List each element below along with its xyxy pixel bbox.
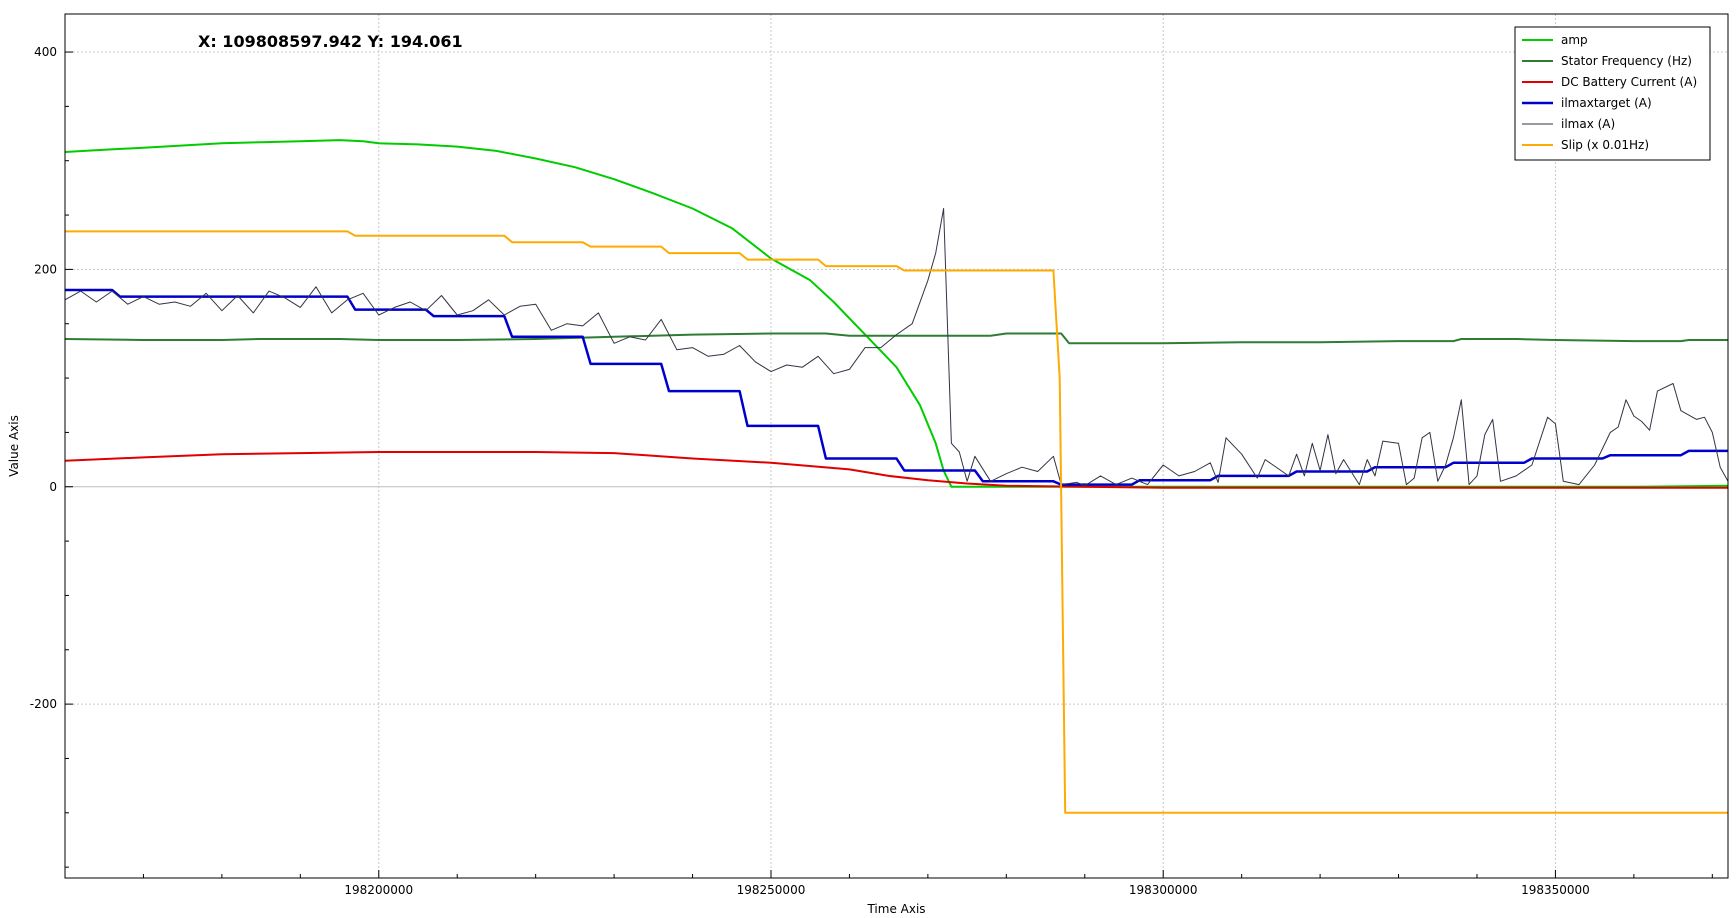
series-line-5	[65, 230, 1728, 814]
y-tick-label: 400	[34, 45, 57, 59]
series-line-2	[64, 451, 1728, 489]
y-axis-title: Value Axis	[7, 415, 21, 477]
grid	[65, 14, 1728, 878]
legend-label: DC Battery Current (A)	[1561, 75, 1697, 89]
legend-box	[1514, 26, 1711, 161]
legend-label: ilmax (A)	[1561, 117, 1615, 131]
series-line-1	[64, 332, 1728, 345]
x-tick-label: 198200000	[344, 883, 413, 897]
x-tick-label: 198300000	[1129, 883, 1198, 897]
x-tick-label: 198250000	[737, 883, 806, 897]
plot-frame	[64, 13, 1729, 879]
legend-label: amp	[1561, 33, 1588, 47]
x-axis-title: Time Axis	[866, 902, 925, 916]
series-lines	[64, 139, 1729, 814]
legend-label: Slip (x 0.01Hz)	[1561, 138, 1649, 152]
axis-ticks: 198200000 198250000 198300000 198350000 -200…	[30, 45, 1713, 897]
series-line-4	[64, 208, 1729, 487]
y-tick-label: 200	[34, 262, 57, 276]
cursor-readout: X: 109808597.942 Y: 194.061	[198, 32, 463, 51]
y-tick-label: -200	[30, 697, 57, 711]
x-tick-label: 198350000	[1521, 883, 1590, 897]
legend: amp Stator Frequency (Hz) DC Battery Curre…	[1514, 26, 1711, 161]
series-line-0	[64, 139, 1729, 488]
series-line-3	[65, 288, 1728, 486]
legend-label: ilmaxtarget (A)	[1561, 96, 1652, 110]
y-tick-label: 0	[49, 480, 57, 494]
legend-label: Stator Frequency (Hz)	[1561, 54, 1692, 68]
